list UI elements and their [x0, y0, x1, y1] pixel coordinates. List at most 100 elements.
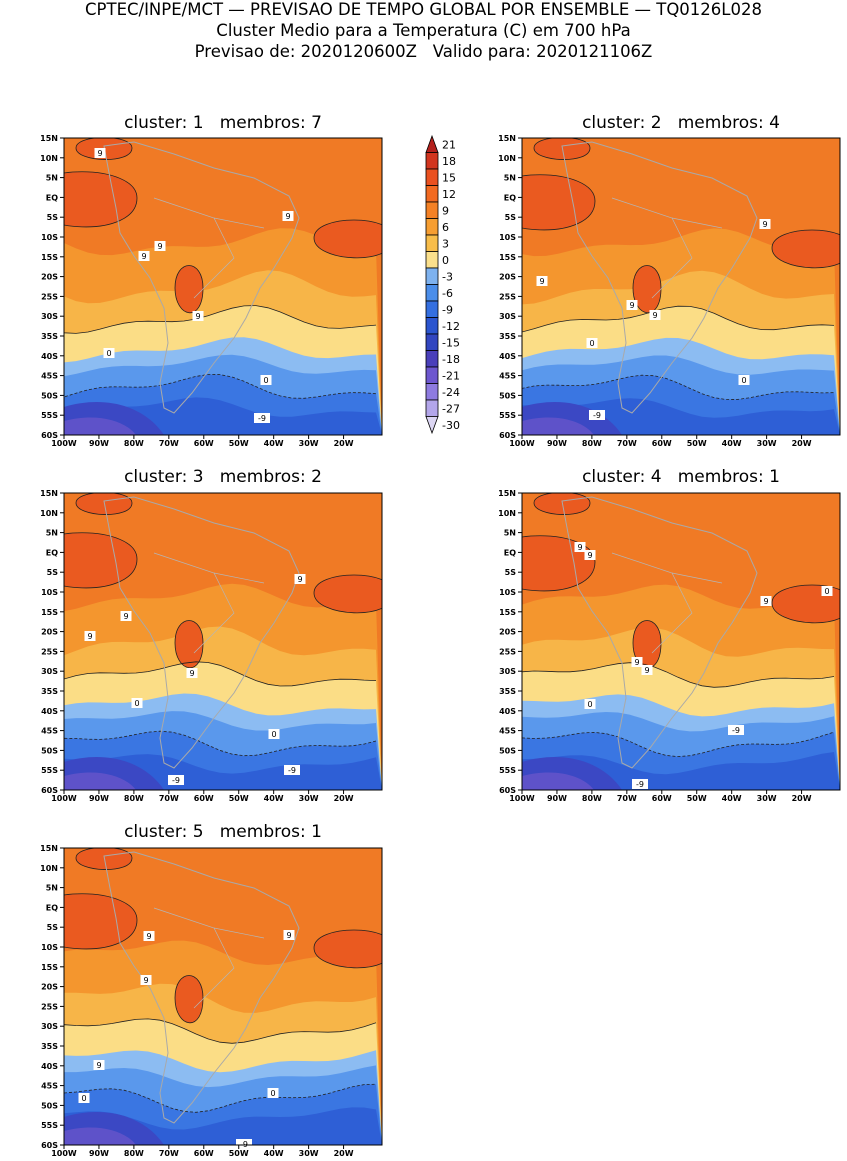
colorbar-label: -18: [442, 353, 460, 366]
lat-label: 20S: [41, 983, 58, 992]
lon-label: 70W: [617, 439, 637, 448]
contour-label-bg: [759, 219, 771, 229]
contour-label-text: 9: [644, 666, 649, 675]
contour-label: 9: [192, 311, 204, 321]
lat-label: 10N: [40, 509, 58, 518]
contour-label: 9: [94, 148, 106, 158]
country-borders: [611, 552, 723, 654]
contour-label-bg: [78, 1093, 90, 1103]
map-frame: [521, 492, 841, 791]
colorbar-cell: [425, 399, 439, 417]
contour-label-bg: [93, 1060, 105, 1070]
band-neg18: [64, 1127, 136, 1145]
country-borders: [153, 552, 265, 654]
contour-label-text: 9: [97, 149, 102, 158]
contour-label: 9: [760, 596, 772, 606]
warm-core-2: [313, 574, 382, 614]
contour-label-text: 0: [263, 376, 268, 385]
contour-label-bg: [574, 542, 586, 552]
contour-label-text: 9: [297, 575, 302, 584]
lon-label: 50W: [229, 1149, 249, 1158]
lon-label: 40W: [722, 439, 742, 448]
lon-label: 80W: [124, 439, 144, 448]
lon-label: 40W: [722, 794, 742, 803]
colorbar-cell: [425, 168, 439, 186]
lat-label: 35S: [41, 687, 58, 696]
contour-label-text: 9: [286, 931, 291, 940]
colorbar-cell: [425, 383, 439, 401]
lon-label: 60W: [652, 794, 672, 803]
contour-label-bg: [649, 310, 661, 320]
lat-label: 30S: [41, 312, 58, 321]
colorbar-label: -15: [442, 336, 460, 349]
contour-label: 0: [268, 729, 280, 739]
contour-label-text: -9: [258, 414, 266, 423]
contour-label-bg: [641, 665, 653, 675]
lat-label: 35S: [41, 332, 58, 341]
colorbar-label: -6: [442, 287, 453, 300]
map-frame: [63, 847, 383, 1146]
country-borders: [153, 907, 265, 1009]
coastline: [103, 141, 300, 414]
contour-label-bg: [584, 699, 596, 709]
colorbar-top-arrow: [425, 134, 439, 153]
warm-core-1: [174, 265, 204, 314]
lat-label: 10S: [41, 588, 58, 597]
colorbar-label: -12: [442, 320, 460, 333]
contour-label-text: 9: [189, 669, 194, 678]
contour-label: 9: [140, 975, 152, 985]
lat-label: 20S: [499, 628, 516, 637]
contour-label: 0: [78, 1093, 90, 1103]
lat-label: 5N: [46, 884, 58, 893]
warm-core-3: [75, 493, 133, 515]
contour-label-bg: [84, 631, 96, 641]
lat-label: 10N: [498, 154, 516, 163]
lat-label: 5S: [505, 213, 517, 222]
contour-label-bg: [282, 211, 294, 221]
contour-label: 9: [649, 310, 661, 320]
contour-label-bg: [131, 698, 143, 708]
lon-label: 70W: [159, 439, 179, 448]
lon-label: 30W: [299, 439, 319, 448]
contour-label: 0: [260, 375, 272, 385]
lat-label: 15N: [40, 489, 58, 498]
contour-0: [522, 662, 835, 688]
contour-label-text: 9: [87, 632, 92, 641]
colorbar-cell: [425, 185, 439, 203]
map-area: 999900-915N10N5NEQ5S10S15S20S25S30S35S40…: [40, 844, 383, 1158]
colorbar-label: 6: [442, 221, 449, 234]
lon-label: 50W: [687, 439, 707, 448]
temperature-field: [522, 493, 840, 790]
map-frame: [521, 137, 841, 436]
contour-label-text: 9: [762, 220, 767, 229]
warm-core-3: [533, 493, 591, 515]
colorbar-cell: [425, 152, 439, 170]
colorbar-cell: [425, 366, 439, 384]
contour-label: 9: [154, 241, 166, 251]
contour-label: 9: [283, 930, 295, 940]
warm-core-0: [64, 532, 138, 589]
contour-label-text: 0: [106, 349, 111, 358]
lon-label: 100W: [509, 439, 535, 448]
contour-label: 9: [93, 1060, 105, 1070]
contour-label-bg: [94, 148, 106, 158]
warm-core-2: [313, 219, 382, 259]
lat-label: 15S: [41, 963, 58, 972]
contour-label: 9: [626, 300, 638, 310]
contour-label-bg: [236, 1139, 252, 1149]
lat-label: EQ: [46, 903, 58, 912]
lon-label: 90W: [89, 439, 109, 448]
lon-label: 20W: [792, 794, 812, 803]
contour-label-bg: [254, 413, 270, 423]
lat-label: 35S: [499, 687, 516, 696]
map-svg: 9 9 9 9 0 0 -9 -9 15N 10N 5N EQ 5S 10S 15S 20S 25S 30S 35S…: [40, 489, 383, 803]
contour-label-bg: [589, 410, 605, 420]
lat-label: 40S: [41, 1062, 58, 1071]
lat-label: 60S: [499, 786, 516, 795]
contour-label-text: 9: [157, 242, 162, 251]
map-frame: [63, 137, 383, 436]
map-svg: 9 9 9 9 9 0 0 -9 15N 10N 5N EQ 5S 10S 15S 20S 25S 30S 35S 4…: [40, 134, 383, 448]
contour-label-bg: [536, 276, 548, 286]
contour-label-text: -9: [593, 411, 601, 420]
contour-label-bg: [584, 550, 596, 560]
